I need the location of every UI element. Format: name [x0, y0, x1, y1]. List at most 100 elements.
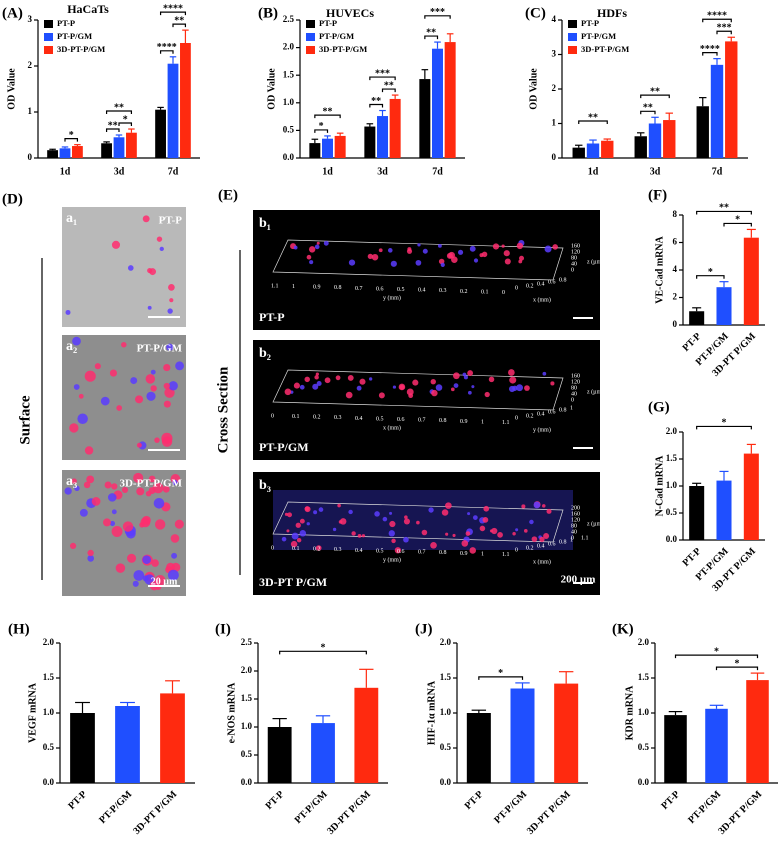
significance-label: *	[319, 121, 324, 132]
volume-box	[272, 239, 564, 281]
cell	[445, 502, 452, 509]
cell	[152, 482, 164, 494]
y-tick-label: 1.0	[440, 707, 452, 717]
cell	[552, 244, 558, 250]
axis-tick-label: 0.5	[397, 287, 405, 293]
significance-label: *	[123, 114, 128, 125]
cell	[390, 260, 397, 267]
legend-label: PT-P/GM	[57, 31, 92, 41]
cell	[316, 241, 320, 245]
y-tick-label: 0.0	[241, 777, 253, 787]
bar	[466, 713, 491, 783]
x-tick-label: PT-P	[659, 789, 682, 812]
y-tick-label: 0.5	[638, 742, 650, 752]
significance-label: ***	[375, 68, 390, 79]
bar	[634, 136, 647, 158]
cell	[149, 268, 157, 276]
axis-title: x (mm)	[533, 558, 551, 565]
panel-label: (A)	[2, 5, 23, 21]
cell	[153, 498, 165, 509]
cell	[515, 528, 519, 532]
cell	[457, 249, 464, 255]
y-tick-label: 1.5	[241, 693, 253, 703]
cell	[171, 552, 178, 559]
cell	[142, 555, 151, 564]
cell	[391, 538, 396, 544]
side-label: Cross Section	[215, 366, 231, 453]
significance-label: *	[69, 130, 74, 141]
cell	[167, 569, 179, 581]
axis-tick-label: 0.1	[292, 546, 300, 552]
legend-label: PT-P	[319, 18, 337, 28]
cell	[104, 481, 112, 489]
cell	[483, 505, 490, 512]
cell	[169, 298, 174, 303]
axis-tick-label: 0.3	[334, 415, 342, 421]
significance-label: ****	[700, 44, 720, 55]
cell	[111, 526, 123, 537]
panel-label: (H)	[8, 621, 30, 637]
axis-tick-label: 1	[481, 419, 484, 425]
significance-bracket	[314, 129, 329, 133]
cell	[281, 536, 287, 542]
cell	[111, 509, 117, 515]
cell	[299, 530, 307, 537]
volume-box	[272, 501, 564, 543]
image-tag: a₂	[66, 339, 77, 354]
legend-swatch	[568, 46, 577, 54]
bar	[267, 727, 292, 783]
significance-bracket	[578, 120, 608, 125]
axis-tick-label: 0.2	[313, 547, 321, 553]
significance-bracket	[696, 425, 752, 430]
cell	[389, 511, 393, 515]
cell	[102, 518, 111, 527]
axis-tick-label: 120	[571, 517, 580, 523]
x-tick-label: PT-P/GM	[293, 789, 330, 826]
cell	[501, 244, 505, 248]
significance-label: ****	[163, 3, 183, 14]
cell	[87, 549, 94, 557]
axis-title: y (mm)	[533, 426, 551, 433]
significance-label: *	[735, 658, 740, 669]
cell	[394, 547, 402, 554]
y-tick-label: 1.5	[666, 453, 678, 463]
bar	[334, 135, 346, 158]
axis-tick-label: 0.7	[418, 550, 426, 556]
cell	[69, 542, 77, 550]
cell	[163, 363, 171, 372]
significance-bracket	[381, 88, 396, 93]
cell	[451, 256, 458, 263]
cell	[519, 255, 525, 261]
axis-tick-label: 0.6	[548, 541, 556, 547]
cell	[299, 518, 305, 524]
cell	[389, 520, 396, 528]
cell	[531, 536, 538, 542]
cell	[404, 515, 408, 520]
x-tick-label: PT-P	[681, 331, 704, 354]
significance-bracket	[64, 138, 79, 142]
y-axis-label: e-NOS mRNA	[226, 682, 237, 744]
cell	[293, 245, 298, 250]
cell	[290, 540, 298, 548]
significance-bracket	[702, 18, 732, 23]
cell	[445, 532, 449, 536]
y-tick-label: 0.5	[666, 507, 678, 517]
cell	[73, 384, 80, 390]
cell	[142, 515, 151, 525]
cell	[387, 248, 393, 253]
cell	[150, 385, 157, 392]
cell	[516, 384, 524, 392]
cell	[94, 363, 101, 370]
cell	[163, 400, 171, 408]
axis-tick-label: 0.6	[397, 549, 405, 555]
bar	[689, 486, 705, 540]
cell	[175, 361, 184, 371]
axis-tick-label: 0.4	[537, 281, 545, 287]
image-tag: b₃	[259, 478, 271, 493]
cell	[482, 516, 489, 523]
cell	[170, 534, 180, 543]
cell	[308, 246, 316, 253]
cell	[509, 376, 517, 384]
image-label: PT-P	[259, 310, 285, 324]
cell	[154, 519, 166, 530]
